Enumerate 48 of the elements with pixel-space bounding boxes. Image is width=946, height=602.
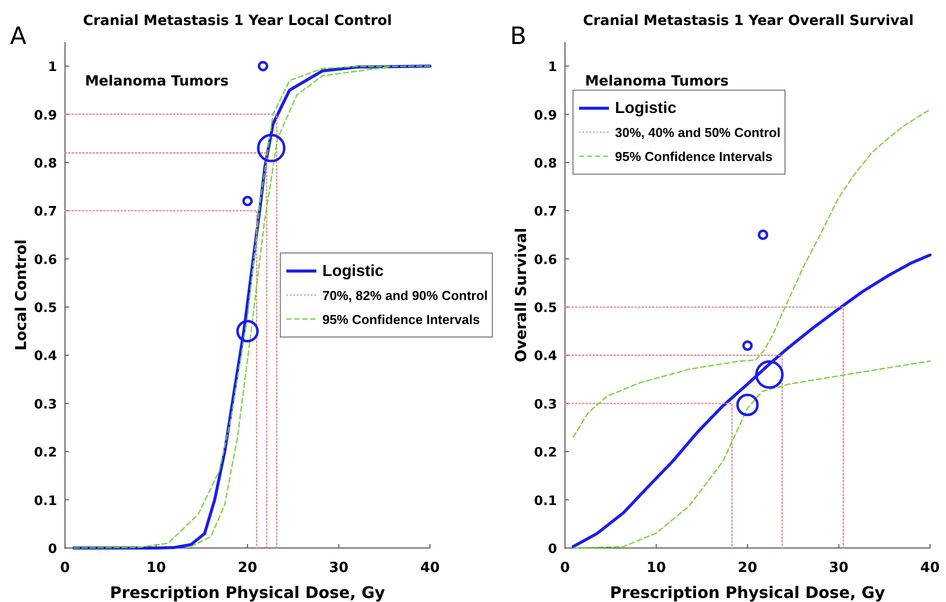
x-tick-label: 0 — [60, 560, 70, 576]
y-tick-label: 0.4 — [534, 349, 557, 364]
legend-label: 95% Confidence Intervals — [322, 312, 480, 327]
y-axis-title: Overall Survival — [512, 228, 530, 362]
y-tick-label: 0.8 — [534, 156, 557, 172]
y-tick-label: 0.9 — [534, 108, 557, 124]
y-tick-label: 0 — [548, 542, 557, 557]
text: B — [510, 22, 526, 50]
y-tick-label: 0 — [48, 542, 57, 557]
x-tick-label: 10 — [646, 560, 666, 576]
x-tick-label: 0 — [560, 560, 570, 576]
x-tick-label: 20 — [238, 560, 258, 576]
y-tick-label: 0.5 — [534, 301, 557, 316]
y-tick-label: 0.9 — [34, 108, 57, 124]
y-tick-label: 0.3 — [34, 397, 57, 412]
y-tick-label: 0.7 — [534, 204, 557, 220]
y-tick-label: 0.1 — [534, 494, 557, 509]
x-tick-label: 10 — [146, 560, 166, 576]
x-tick-label: 30 — [829, 560, 849, 576]
x-tick-label: 30 — [329, 560, 349, 576]
y-tick-label: 0.6 — [34, 252, 57, 268]
y-tick-label: 0.8 — [34, 156, 57, 172]
y-tick-label: 1 — [48, 60, 57, 76]
y-tick-label: 1 — [548, 60, 557, 76]
y-tick-label: 0.6 — [534, 252, 557, 268]
chart-title: Cranial Metastasis 1 Year Overall Survival — [583, 13, 914, 29]
x-tick-label: 20 — [738, 560, 758, 576]
y-tick-label: 0.4 — [34, 349, 57, 364]
annotation: Melanoma Tumors — [585, 74, 729, 90]
x-axis-title: Prescription Physical Dose, Gy — [110, 583, 386, 602]
y-tick-label: 0.7 — [34, 204, 57, 220]
x-tick-label: 40 — [920, 560, 940, 576]
y-tick-label: 0.2 — [534, 446, 557, 461]
chart-title: Cranial Metastasis 1 Year Local Control — [83, 13, 392, 29]
x-axis-title: Prescription Physical Dose, Gy — [610, 583, 886, 602]
legend-label: 30%, 40% and 50% Control — [615, 125, 780, 140]
text: A — [10, 22, 27, 50]
y-tick-label: 0.5 — [34, 301, 57, 316]
legend-label: 95% Confidence Intervals — [615, 149, 772, 164]
y-axis-title: Local Control — [12, 239, 30, 351]
y-tick-label: 0.1 — [34, 494, 57, 509]
x-tick-label: 40 — [420, 560, 440, 576]
legend-label: 70%, 82% and 90% Control — [322, 288, 488, 303]
y-tick-label: 0.3 — [534, 397, 557, 412]
legend-label: Logistic — [615, 100, 676, 118]
y-tick-label: 0.2 — [34, 446, 57, 461]
annotation: Melanoma Tumors — [85, 74, 229, 90]
legend-label: Logistic — [322, 263, 384, 280]
